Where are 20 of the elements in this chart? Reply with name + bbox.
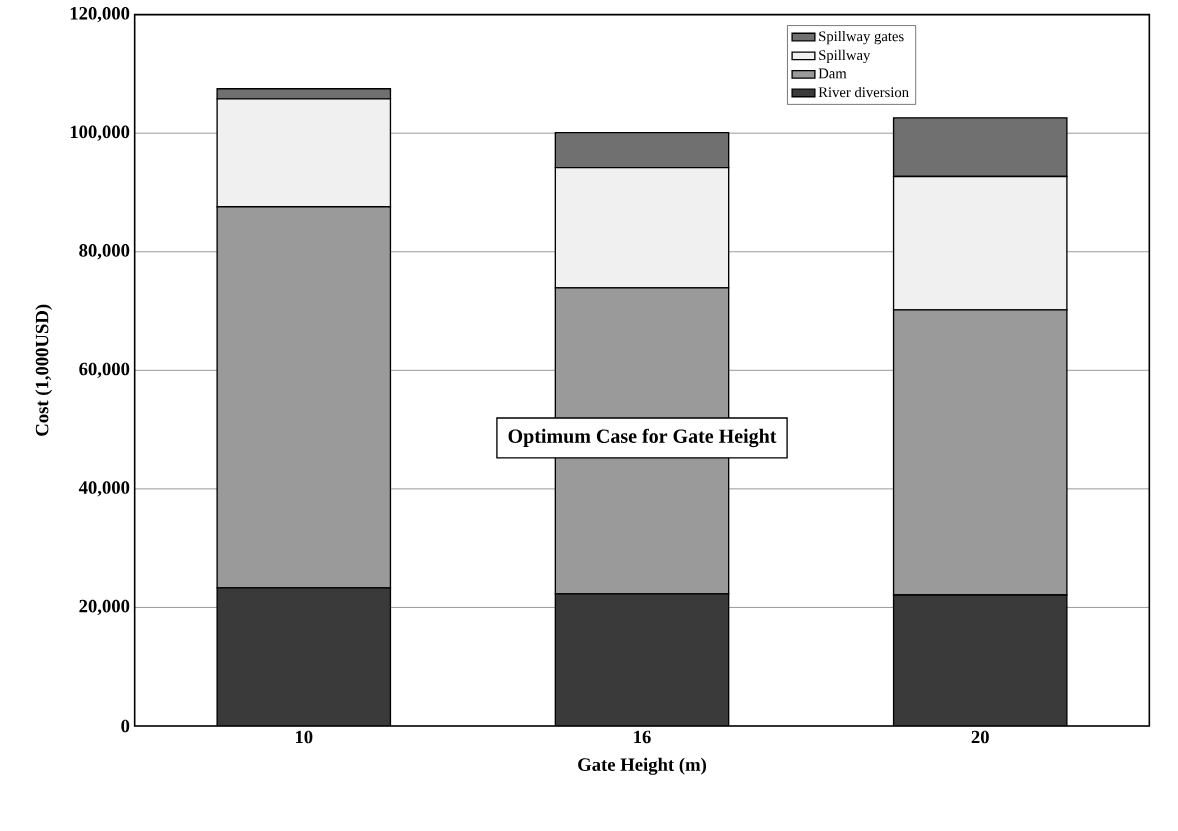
x-tick-label: 20 [971, 730, 989, 744]
legend-label: River diversion [818, 86, 909, 98]
y-tick-label: 80,000 [79, 244, 130, 260]
y-tick-label: 100,000 [70, 125, 130, 141]
y-tick-label: 120,000 [70, 7, 130, 23]
legend-label: Dam [818, 68, 847, 79]
y-tick-label: 20,000 [79, 599, 130, 616]
y-tick-label: 0 [121, 719, 130, 733]
x-axis-title: Gate Height (m) [578, 757, 706, 775]
annotation: Optimum Case for Gate Height [508, 428, 777, 448]
bar [216, 587, 392, 726]
y-tick-label: 60,000 [79, 362, 130, 378]
y-tick-label: 40,000 [78, 481, 130, 497]
bar [892, 594, 1068, 726]
x-tick-label: 10 [295, 730, 313, 744]
bar [554, 593, 730, 726]
y-axis-title: Cost (1,000USD) [35, 304, 53, 436]
x-tick-label: 16 [634, 730, 651, 744]
legend-label: Spillway gates [819, 30, 904, 45]
legend-label: Spillway [819, 49, 871, 64]
